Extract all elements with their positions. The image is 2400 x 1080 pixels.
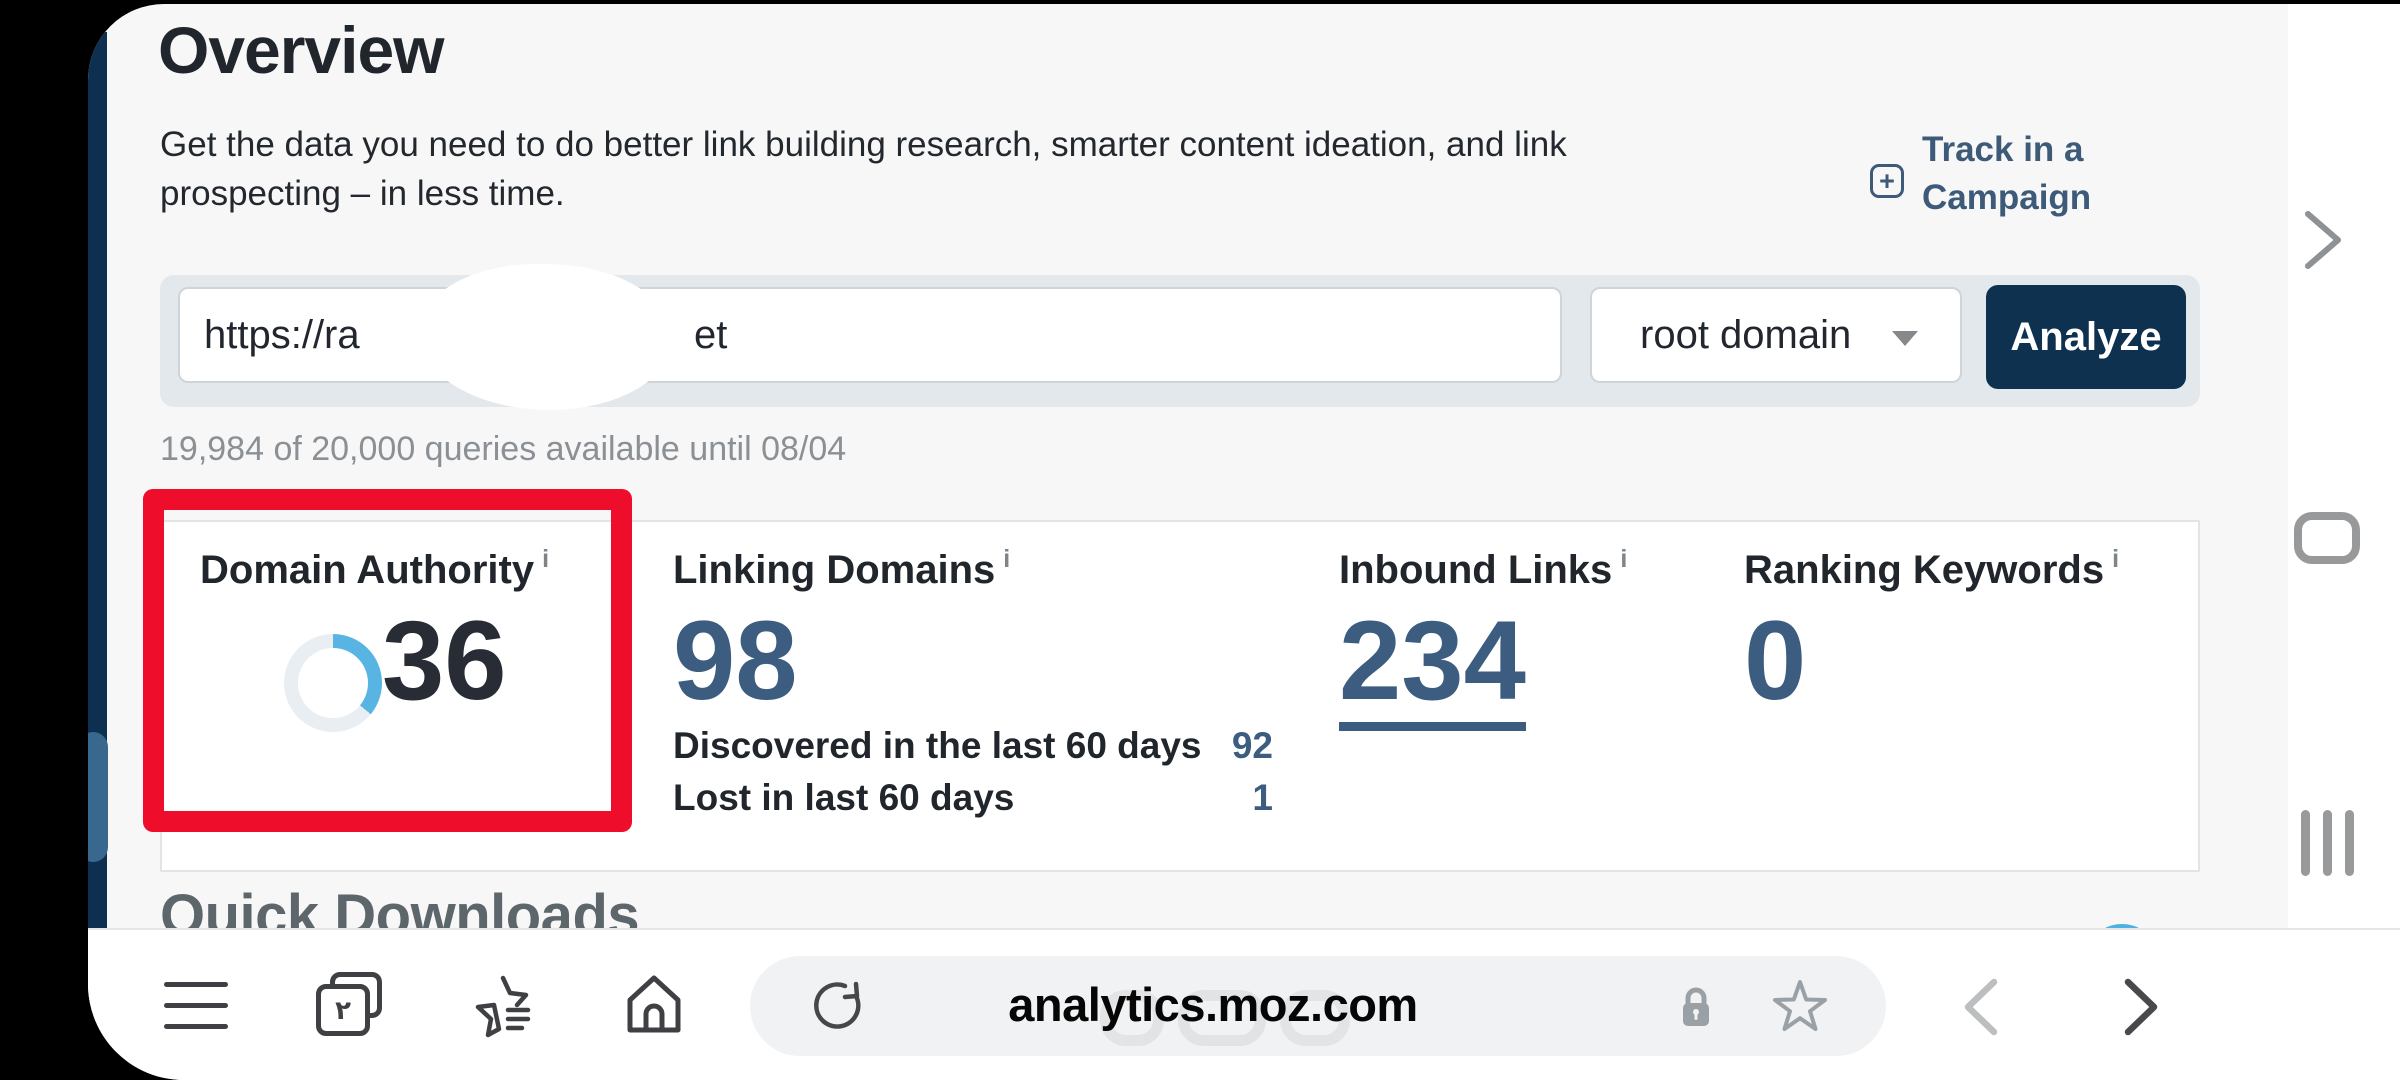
metric-label-linking-domains: Linking Domains i (673, 545, 1011, 592)
track-link-line-2: Campaign (1922, 178, 2092, 217)
info-icon[interactable]: i (2112, 545, 2120, 573)
scope-select[interactable]: root domain (1590, 287, 1962, 383)
watermark (1100, 990, 1430, 1048)
recents-bar-icon (2345, 810, 2354, 876)
hamburger-icon (164, 982, 228, 987)
chevron-down-icon (1892, 331, 1918, 346)
tab-count-badge: ٢ (316, 984, 370, 1036)
menu-button[interactable] (164, 982, 228, 1030)
plus-square-icon: + (1870, 164, 1904, 198)
favorite-star-icon[interactable] (1772, 978, 1828, 1034)
metric-label-domain-authority: Domain Authority i (200, 545, 550, 592)
android-recents-button[interactable] (2301, 810, 2355, 876)
hamburger-icon (164, 1024, 228, 1029)
info-icon[interactable]: i (1620, 545, 1628, 573)
refresh-icon (814, 982, 861, 1029)
edge-panel-handle[interactable] (88, 732, 108, 862)
redaction-blob (420, 264, 672, 410)
back-button[interactable] (1960, 976, 2004, 1038)
info-icon[interactable]: i (542, 545, 550, 573)
android-nav-bar (2288, 4, 2400, 1080)
android-home-button[interactable] (2294, 512, 2360, 564)
browser-toolbar: ٢ analytics.moz.com (88, 928, 2400, 1080)
page-title: Overview (158, 13, 445, 87)
url-text-suffix: et (694, 313, 728, 357)
tabs-button[interactable]: ٢ (316, 972, 386, 1038)
track-link-line-1: Track in a (1922, 130, 2084, 169)
browser-viewport: Overview Get the data you need to do bet… (88, 4, 2400, 1080)
recents-bar-icon (2323, 810, 2332, 876)
address-bar[interactable]: analytics.moz.com (750, 956, 1886, 1056)
android-back-chevron-icon[interactable] (2300, 206, 2348, 274)
info-icon[interactable]: i (1003, 545, 1011, 573)
address-text: analytics.moz.com (1008, 978, 1418, 1031)
chevron-right-icon (2124, 978, 2158, 1036)
track-in-campaign-link[interactable]: + Track in a Campaign (1868, 126, 2288, 222)
star-list-icon (475, 975, 529, 1038)
home-icon (627, 975, 681, 1033)
metric-value-ranking-keywords: 0 (1744, 598, 1807, 723)
metric-value-linking-domains: 98 (673, 598, 798, 723)
domain-authority-donut (284, 634, 382, 732)
lost-label: Lost in last 60 days (673, 777, 1015, 818)
linking-domains-detail: Discovered in the last 60 days 92 Lost i… (673, 720, 1273, 824)
lost-row: Lost in last 60 days 1 (673, 772, 1273, 824)
annotation-red-box (143, 489, 632, 832)
quota-text: 19,984 of 20,000 queries available until… (160, 430, 847, 468)
lock-icon[interactable] (1678, 984, 1714, 1030)
home-button[interactable] (622, 972, 686, 1038)
analyze-button[interactable]: Analyze (1986, 285, 2186, 389)
chevron-left-icon (1964, 978, 1998, 1036)
page-subtitle: Get the data you need to do better link … (160, 120, 1567, 218)
recents-bar-icon (2301, 810, 2310, 876)
subtitle-line-1: Get the data you need to do better link … (160, 125, 1567, 164)
scope-selected-value: root domain (1640, 313, 1852, 357)
url-text-prefix: https://ra (204, 313, 360, 357)
subtitle-line-2: prospecting – in less time. (160, 174, 565, 213)
discovered-value: 92 (1231, 725, 1273, 766)
lost-value: 1 (1252, 777, 1273, 818)
metric-label-inbound-links: Inbound Links i (1339, 545, 1628, 592)
forward-button[interactable] (2118, 976, 2162, 1038)
bookmarks-button[interactable] (470, 974, 536, 1038)
hamburger-icon (164, 1003, 228, 1008)
url-input[interactable]: https://ra et (178, 287, 1562, 383)
discovered-label: Discovered in the last 60 days (673, 725, 1202, 766)
metric-label-ranking-keywords: Ranking Keywords i (1744, 545, 2120, 592)
metric-value-domain-authority: 36 (382, 598, 507, 723)
refresh-button[interactable] (812, 980, 864, 1032)
discovered-row: Discovered in the last 60 days 92 (673, 720, 1273, 772)
metric-value-inbound-links-link[interactable]: 234 (1339, 602, 1526, 731)
moz-sidebar-sliver (88, 32, 107, 928)
